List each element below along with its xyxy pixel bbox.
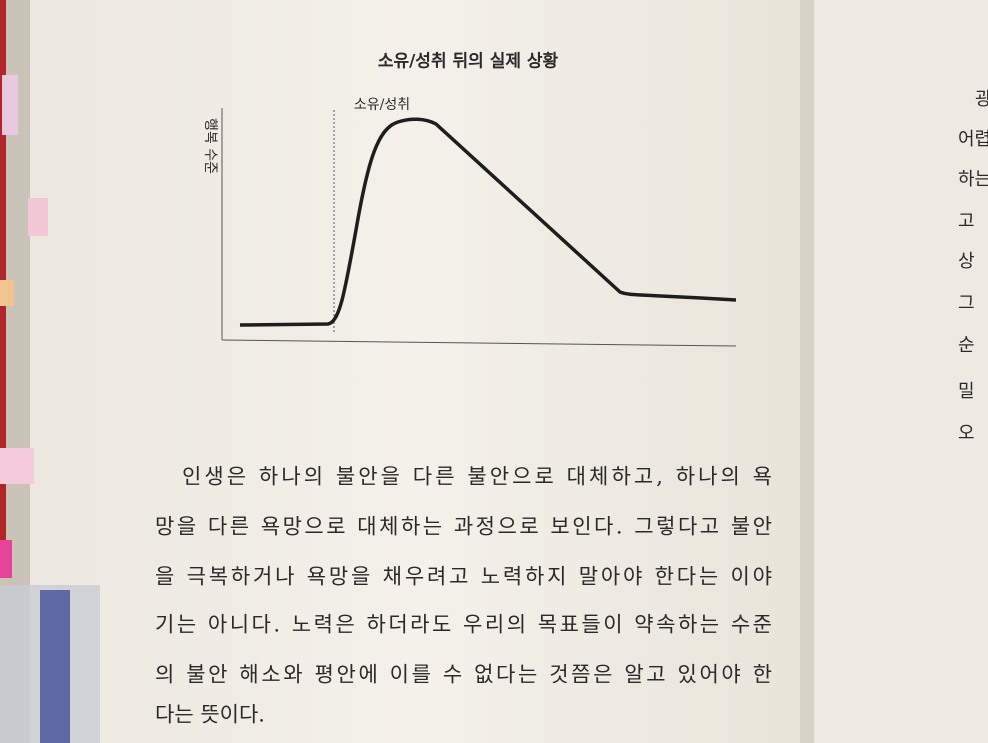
figure-title: 소유/성취 뒤의 실제 상황 [378, 51, 559, 72]
paragraph-line: 을 극복하거나 욕망을 채우려고 노력하지 말아야 한다는 이야 [155, 565, 772, 589]
next-page-fragment: 그 [958, 293, 975, 314]
right-page [812, 0, 988, 743]
paragraph-line: 망을 다른 욕망으로 대체하는 과정으로 보인다. 그렇다고 불안 [155, 515, 772, 539]
next-page-fragment: 순 [958, 335, 975, 356]
annotation: 소유/성취 [354, 97, 410, 113]
next-page-fragment: 고 [958, 211, 975, 232]
paragraph-line: 기는 아니다. 노력은 하더라도 우리의 목표들이 약속하는 수준 [155, 613, 772, 637]
tab [2, 75, 18, 135]
tab [0, 448, 34, 484]
gutter [800, 0, 814, 743]
paragraph: 인생은 하나의 불안을 다른 불안으로 대체하고, 하나의 욕망을 다른 욕망으… [155, 465, 772, 727]
y-axis-label: 행복 수준 [202, 118, 218, 174]
next-page-fragment: 광 [975, 89, 988, 110]
clip-band [40, 590, 70, 743]
paragraph-line: 다는 뜻이다. [155, 703, 265, 727]
x-axis [221, 339, 737, 347]
tab [28, 198, 48, 236]
happiness-curve [239, 117, 737, 327]
tab [0, 540, 12, 578]
paragraph-line: 인생은 하나의 불안을 다른 불안으로 대체하고, 하나의 욕 [182, 465, 772, 489]
tab [0, 280, 14, 306]
next-page-fragment: 상 [958, 251, 975, 272]
next-page-fragment: 오 [958, 423, 975, 444]
next-page-fragment: 하는 [958, 169, 988, 190]
left-page [30, 0, 810, 743]
next-page-fragment: 어렵 [958, 129, 988, 150]
next-page-fragment: 밀 [958, 381, 975, 402]
